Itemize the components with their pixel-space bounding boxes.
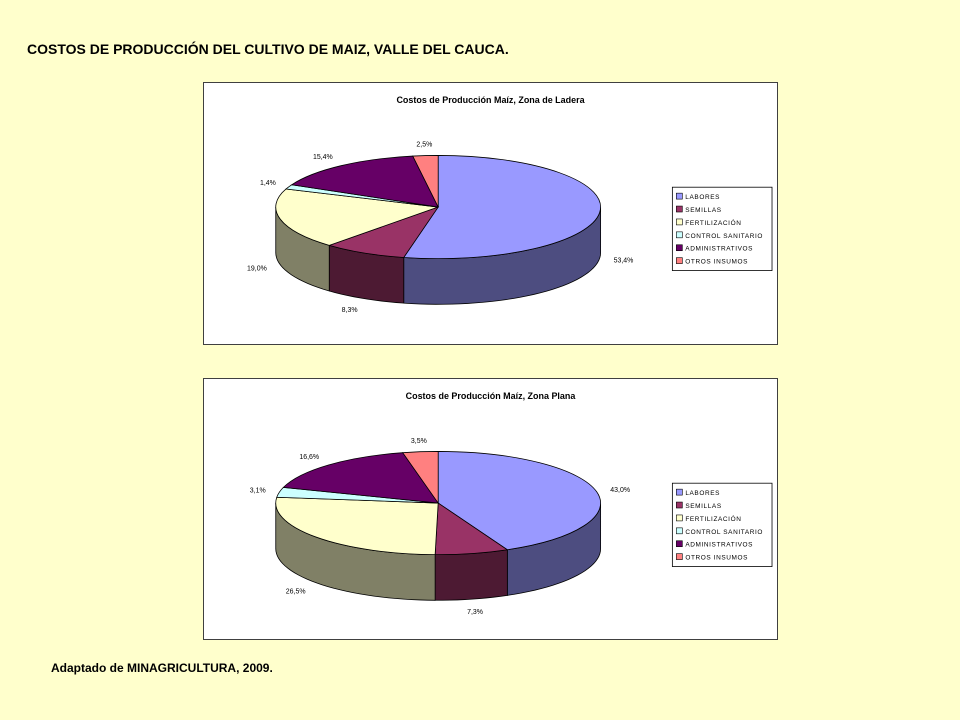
pie-slices xyxy=(275,451,601,556)
page-title: COSTOS DE PRODUCCIÓN DEL CULTIVO DE MAIZ… xyxy=(27,41,509,57)
pie-slices xyxy=(275,155,601,260)
legend-swatch xyxy=(676,257,683,264)
pie-value-label: 8,3% xyxy=(342,307,358,314)
legend-label: SEMILLAS xyxy=(685,207,722,214)
legend-swatch xyxy=(676,218,683,226)
chart-ladera-svg: Costos de Producción Maíz, Zona de Lader… xyxy=(247,95,773,314)
pie-value-label: 53,4% xyxy=(614,257,634,264)
pie-slice-labores xyxy=(437,451,601,551)
pie-value-label: 1,4% xyxy=(260,180,276,187)
pie-slice-otros-insumos xyxy=(402,451,439,505)
pie-sides xyxy=(275,503,602,601)
pie-slice-otros-insumos xyxy=(412,155,439,208)
legend-swatch xyxy=(676,553,683,560)
legend-label: FERTILIZACIÓN xyxy=(685,218,741,227)
legend-label: ADMINISTRATIVOS xyxy=(685,542,753,549)
pie-side-semillas xyxy=(434,549,508,601)
legend-box xyxy=(671,186,773,271)
legend-swatch xyxy=(676,527,683,535)
chart-legend: LABORES SEMILLAS FERTILIZACIÓN CONTROL SANI… xyxy=(671,482,773,567)
legend-swatch xyxy=(676,244,683,252)
legend-swatch xyxy=(676,501,683,509)
pie-slice-fertilizaci-n xyxy=(275,496,439,556)
chart-title: Costos de Producción Maíz, Zona Plana xyxy=(406,391,577,401)
pie-value-label: 15,4% xyxy=(313,154,333,161)
chart-plana-svg: Costos de Producción Maíz, Zona Plana 43,… xyxy=(250,391,773,616)
source-note: Adaptado de MINAGRICULTURA, 2009. xyxy=(51,661,273,675)
pie-value-label: 16,6% xyxy=(299,454,319,461)
pie-value-label: 43,0% xyxy=(610,487,630,494)
chart-title: Costos de Producción Maíz, Zona de Lader… xyxy=(396,95,585,105)
pie-value-label: 7,3% xyxy=(467,609,483,616)
legend-label: CONTROL SANITARIO xyxy=(685,529,763,536)
pie-value-labels: 43,0% 7,3% 26,5% 3,1% 16,6% 3,5% xyxy=(250,438,630,616)
chart-plana: Costos de Producción Maíz, Zona Plana 43,… xyxy=(203,378,778,640)
legend-label: SEMILLAS xyxy=(685,503,722,510)
chart-legend: LABORES SEMILLAS FERTILIZACIÓN CONTROL SANI… xyxy=(671,186,773,271)
legend-label: FERTILIZACIÓN xyxy=(685,514,741,523)
legend-swatch xyxy=(676,514,683,522)
legend-swatch xyxy=(676,488,683,496)
pie-value-label: 3,1% xyxy=(250,488,266,495)
pie-slice-labores xyxy=(403,155,601,260)
legend-label: LABORES xyxy=(685,490,720,497)
legend-swatch xyxy=(676,205,683,213)
pie-value-label: 3,5% xyxy=(411,438,427,445)
pie-value-label: 26,5% xyxy=(286,589,306,596)
legend-box xyxy=(671,482,773,567)
legend-label: OTROS INSUMOS xyxy=(685,555,748,562)
legend-swatch xyxy=(676,540,683,548)
pie-slice-fertilizaci-n xyxy=(275,188,439,246)
legend-label: LABORES xyxy=(685,194,720,201)
pie-value-label: 19,0% xyxy=(247,266,267,273)
pie-slice-administrativos xyxy=(282,452,440,504)
legend-label: CONTROL SANITARIO xyxy=(685,233,763,240)
legend-swatch xyxy=(676,231,683,239)
pie-slice-administrativos xyxy=(290,155,439,208)
legend-swatch xyxy=(676,192,683,200)
legend-label: OTROS INSUMOS xyxy=(685,259,748,266)
pie-value-label: 2,5% xyxy=(416,142,432,149)
legend-label: ADMINISTRATIVOS xyxy=(685,246,753,253)
chart-ladera: Costos de Producción Maíz, Zona de Lader… xyxy=(203,82,778,345)
pie-value-labels: 53,4% 8,3% 19,0% 1,4% 15,4% 2,5% xyxy=(247,142,633,314)
